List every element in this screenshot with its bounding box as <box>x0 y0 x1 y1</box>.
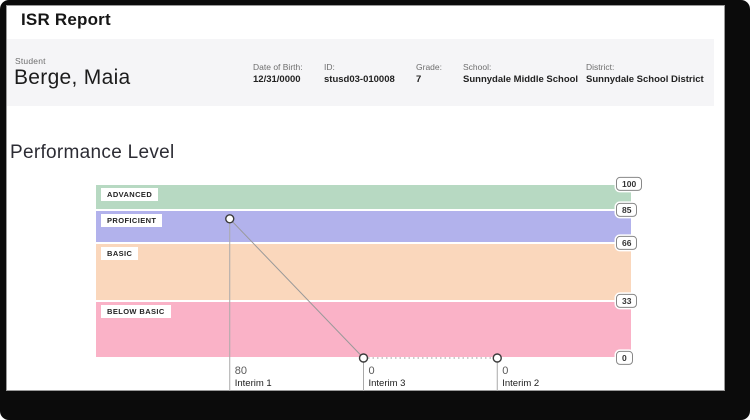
field-label: Grade: <box>416 62 442 72</box>
page-title: ISR Report <box>21 10 111 29</box>
chart-lines-overlay <box>225 214 502 391</box>
band-basic <box>96 244 631 300</box>
band-label-chip: PROFICIENT <box>101 214 163 228</box>
field-value: 7 <box>416 74 422 85</box>
student-name: Berge, Maia <box>14 66 131 89</box>
x-axis-category-label: Interim 2 <box>502 378 540 389</box>
y-axis-tick-badge: 33 <box>616 293 638 308</box>
data-point[interactable] <box>358 353 369 363</box>
field-value: 12/31/0000 <box>253 74 301 85</box>
y-axis-tick-badge: 0 <box>616 350 633 366</box>
isr-report-page: ISR Report Student Berge, Maia Date of B… <box>6 5 725 391</box>
student-info-bar: Student Berge, Maia Date of Birth: 12/31… <box>7 39 714 106</box>
band-proficient <box>96 211 631 243</box>
field-label: School: <box>463 62 492 72</box>
point-value-label: 80 <box>234 365 247 377</box>
x-axis-category-label: Interim 3 <box>368 378 406 389</box>
y-axis-tick-badge: 85 <box>616 203 638 218</box>
y-axis-tick-badge: 100 <box>616 176 643 192</box>
student-label: Student <box>15 56 46 66</box>
data-point[interactable] <box>492 353 502 363</box>
data-point[interactable] <box>225 214 235 224</box>
band-label-chip: ADVANCED <box>101 188 159 201</box>
section-title: Performance Level <box>10 142 175 163</box>
point-value-label: 0 <box>368 365 375 377</box>
band-advanced <box>96 185 631 210</box>
field-label: ID: <box>324 62 335 72</box>
y-axis-tick-badge: 66 <box>616 236 638 251</box>
field-value: Sunnydale Middle School <box>463 74 579 85</box>
field-value: Sunnydale School District <box>586 74 704 85</box>
band-label-chip: BELOW BASIC <box>101 304 171 318</box>
field-label: Date of Birth: <box>253 62 303 72</box>
band-below-basic <box>96 301 631 357</box>
trend-line-segment-solid <box>229 218 364 359</box>
point-value-label: 0 <box>502 365 509 377</box>
performance-level-chart: ADVANCED PROFICIENT BASIC BELOW BASIC 100 85 6… <box>96 176 750 396</box>
field-label: District: <box>586 62 615 72</box>
x-axis-category-label: Interim 1 <box>234 378 272 389</box>
band-label-chip: BASIC <box>101 247 139 261</box>
field-value: stusd03-010008 <box>324 74 395 85</box>
